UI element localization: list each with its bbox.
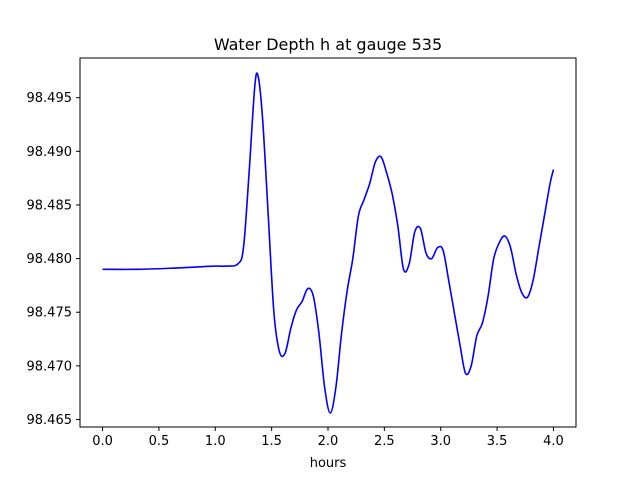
x-axis: 0.0 0.5 1.0 1.5 2.0 2.5 3.0 3.5 4.0 [92, 427, 564, 449]
series-line [102, 72, 555, 414]
y-tick-label: 98.480 [27, 252, 73, 267]
x-tick-label: 4.0 [543, 434, 564, 449]
y-axis: 98.465 98.470 98.475 98.480 98.485 98.490 98.4… [27, 91, 80, 428]
x-tick-label: 0.5 [149, 434, 170, 449]
y-tick-label: 98.470 [27, 359, 73, 374]
x-tick-label: 2.5 [374, 434, 395, 449]
x-tick-label: 2.0 [318, 434, 339, 449]
chart-title: Water Depth h at gauge 535 [214, 35, 442, 54]
x-tick-label: 1.0 [205, 434, 226, 449]
y-tick-label: 98.465 [27, 413, 73, 428]
y-tick-label: 98.490 [27, 145, 73, 160]
y-tick-label: 98.475 [27, 306, 73, 321]
x-tick-label: 3.0 [430, 434, 451, 449]
y-tick-label: 98.485 [27, 198, 73, 213]
x-tick-label: 1.5 [261, 434, 282, 449]
series-layer [102, 72, 555, 414]
y-tick-label: 98.495 [27, 91, 73, 106]
x-axis-label: hours [310, 456, 347, 471]
x-tick-label: 3.5 [487, 434, 508, 449]
x-tick-label: 0.0 [92, 434, 113, 449]
